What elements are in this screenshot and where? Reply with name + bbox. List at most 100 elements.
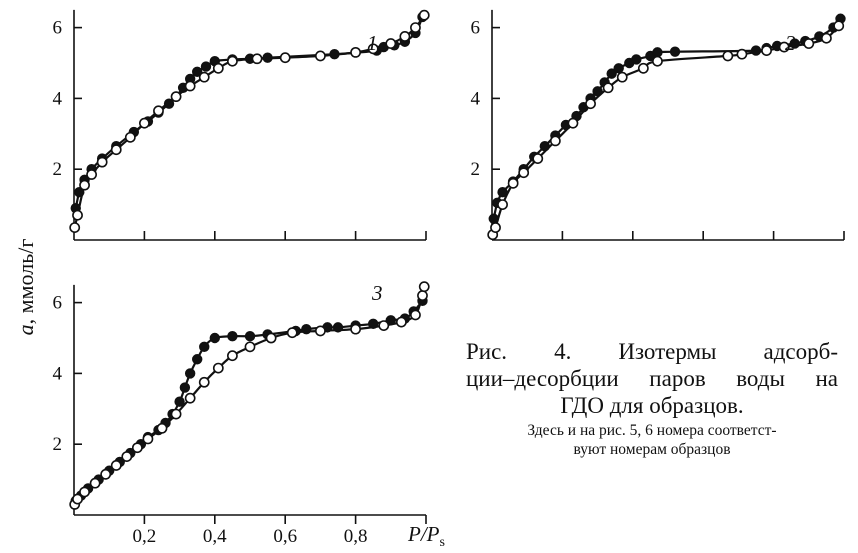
desorption-point — [761, 45, 772, 57]
desorption-point — [72, 209, 83, 221]
desorption-point — [79, 179, 90, 191]
adsorption-point — [200, 61, 212, 72]
desorption-point — [286, 327, 298, 339]
desorption-point — [567, 117, 579, 129]
y-axis-label-units: , ммоль/г — [13, 239, 38, 325]
adsorption-point — [669, 46, 681, 57]
desorption-point — [131, 442, 143, 454]
desorption-point — [549, 135, 561, 147]
adsorption-point — [488, 213, 499, 224]
desorption-point — [778, 41, 790, 53]
desorption-point — [518, 167, 530, 179]
panel-number-label: 1 — [367, 31, 378, 55]
y-tick-label: 2 — [53, 159, 63, 180]
desorption-point — [602, 82, 614, 94]
adsorption-point — [592, 86, 603, 97]
y-tick-label: 6 — [53, 293, 63, 314]
desorption-point — [350, 46, 361, 58]
adsorption-point — [174, 396, 185, 407]
desorption-point — [314, 325, 326, 337]
desorption-point — [244, 341, 256, 353]
desorption-point — [497, 199, 508, 210]
y-tick-label: 6 — [53, 18, 63, 39]
desorption-point — [367, 43, 379, 55]
adsorption-point — [332, 322, 344, 333]
adsorption-point — [539, 140, 551, 152]
desorption-point — [170, 91, 182, 103]
figure-caption: Рис. 4. Изотермы адсорб- ции–десорбции п… — [466, 338, 838, 459]
adsorption-point — [329, 48, 340, 60]
desorption-point — [89, 477, 101, 489]
desorption-point — [170, 408, 182, 420]
adsorption-point — [191, 354, 203, 365]
desorption-point — [410, 22, 421, 33]
desorption-point — [507, 177, 519, 189]
desorption-point — [96, 156, 108, 168]
panel-number-label: 3 — [371, 281, 383, 305]
desorption-point — [153, 105, 164, 117]
y-tick-label: 4 — [53, 363, 63, 384]
y-axis-label: a, ммоль/г — [13, 239, 38, 336]
x-tick-label: 0,2 — [133, 526, 157, 547]
desorption-point — [490, 222, 501, 234]
desorption-point — [417, 290, 428, 301]
desorption-point — [226, 55, 238, 67]
desorption-point — [652, 55, 663, 67]
panel-number-label: 2 — [785, 31, 796, 55]
adsorption-point — [385, 315, 396, 326]
desorption-point — [79, 486, 90, 498]
desorption-point — [138, 117, 150, 129]
desorption-point — [110, 144, 122, 156]
x-tick-label: 0,4 — [203, 526, 227, 547]
desorption-point — [385, 38, 397, 49]
desorption-point — [399, 31, 411, 42]
panel-2: 2 4 6 2 — [471, 9, 846, 241]
x-axis-label-symbol: P/P — [407, 522, 440, 546]
x-axis-label: P/Ps — [407, 522, 445, 550]
desorption-point — [395, 316, 407, 328]
desorption-point — [251, 53, 263, 65]
adsorption-point — [179, 382, 191, 393]
desorption-point — [410, 309, 421, 321]
adsorption-point — [262, 52, 273, 63]
caption-line-3: ГДО для образцов. — [560, 393, 744, 418]
desorption-point — [72, 493, 83, 505]
desorption-point — [184, 80, 196, 92]
caption-line-1: Рис. 4. Изотермы адсорб- — [466, 339, 838, 364]
y-tick-label: 6 — [471, 18, 481, 39]
adsorption-point — [606, 68, 617, 79]
y-tick-label: 2 — [53, 434, 63, 455]
adsorption-point — [750, 45, 762, 56]
desorption-point — [616, 71, 628, 83]
desorption-point — [86, 169, 97, 180]
y-tick-label: 2 — [471, 159, 481, 180]
adsorption-point — [184, 368, 196, 379]
adsorption-point — [227, 331, 238, 342]
adsorption-point — [209, 332, 220, 344]
caption-note-line-2: вуют номерам образцов — [573, 441, 731, 458]
desorption-point — [418, 9, 430, 21]
desorption-point — [585, 98, 596, 110]
panel-3: 2 4 6 0,2 0,4 0,6 0,8 3 — [53, 281, 430, 547]
caption-line-2: ции–десорбции паров воды на — [466, 366, 838, 391]
desorption-point — [110, 460, 122, 471]
x-tick-label: 0,6 — [273, 526, 297, 547]
adsorption-point — [199, 341, 210, 353]
y-tick-label: 4 — [53, 88, 63, 109]
x-tick-label: 0,8 — [344, 526, 368, 547]
caption-note-line-1: Здесь и на рис. 5, 6 номера соответст- — [527, 422, 777, 439]
desorption-point — [821, 32, 832, 44]
desorption-point — [198, 71, 210, 83]
caption-main: Рис. 4. Изотермы адсорб- ции–десорбции п… — [466, 338, 838, 419]
desorption-point — [226, 350, 238, 362]
desorption-point — [142, 433, 154, 445]
adsorption-point — [631, 54, 642, 65]
panel-1: 2 4 6 1 — [53, 9, 430, 241]
adsorption-point — [163, 98, 175, 109]
desorption-point — [803, 38, 815, 49]
desorption-point — [212, 362, 224, 374]
adsorption-point — [613, 63, 624, 74]
desorption-point — [722, 50, 734, 62]
desorption-point — [100, 468, 112, 480]
